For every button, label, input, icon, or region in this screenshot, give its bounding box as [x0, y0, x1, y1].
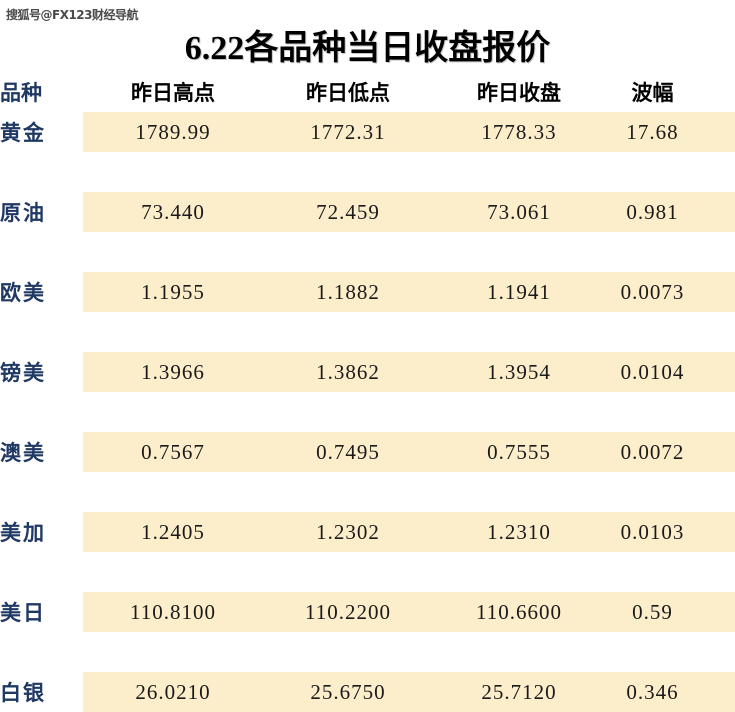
cell-row-band-pad — [700, 432, 735, 472]
cell-previous-low: 1.2302 — [263, 512, 433, 552]
cell-range: 0.0103 — [605, 512, 700, 552]
title-bar: 6.22各品种当日收盘报价 — [0, 20, 735, 69]
cell-previous-low: 25.6750 — [263, 672, 433, 712]
cell-range: 0.0072 — [605, 432, 700, 472]
cell-instrument-name: 白银 — [0, 672, 83, 712]
cell-previous-low: 110.2200 — [263, 592, 433, 632]
cell-previous-close: 1.1941 — [433, 272, 605, 312]
table-row: 美加 1.2405 1.2302 1.2310 0.0103 — [0, 512, 735, 552]
cell-row-band-pad — [700, 672, 735, 712]
row-spacer — [0, 552, 735, 592]
cell-previous-low: 0.7495 — [263, 432, 433, 472]
row-spacer-cell — [0, 632, 735, 672]
column-header-name: 品种 — [0, 81, 42, 105]
row-spacer — [0, 392, 735, 432]
cell-previous-close: 1778.33 — [433, 112, 605, 152]
cell-range: 0.346 — [605, 672, 700, 712]
page-title: 6.22各品种当日收盘报价 — [184, 30, 551, 67]
cell-instrument-name: 澳美 — [0, 432, 83, 472]
table-row: 黄金 1789.99 1772.31 1778.33 17.68 — [0, 112, 735, 152]
cell-row-band-pad — [700, 352, 735, 392]
cell-previous-high: 1789.99 — [83, 112, 263, 152]
cell-row-band-pad — [700, 112, 735, 152]
table-row: 澳美 0.7567 0.7495 0.7555 0.0072 — [0, 432, 735, 472]
cell-previous-close: 1.3954 — [433, 352, 605, 392]
cell-row-band-pad — [700, 512, 735, 552]
cell-previous-close: 110.6600 — [433, 592, 605, 632]
cell-row-band-pad — [700, 192, 735, 232]
cell-range: 0.0073 — [605, 272, 700, 312]
column-header-close: 昨日收盘 — [477, 81, 561, 105]
column-header-low: 昨日低点 — [306, 81, 390, 105]
row-spacer-cell — [0, 152, 735, 192]
cell-previous-high: 1.3966 — [83, 352, 263, 392]
table-row: 美日 110.8100 110.2200 110.6600 0.59 — [0, 592, 735, 632]
cell-previous-high: 1.2405 — [83, 512, 263, 552]
cell-previous-low: 1772.31 — [263, 112, 433, 152]
sohu-account-watermark: 搜狐号@FX123财经导航 — [6, 8, 139, 22]
column-header-pad — [700, 72, 735, 112]
table-body: 黄金 1789.99 1772.31 1778.33 17.68 原油 73.440 72.4… — [0, 112, 735, 712]
table-row: 镑美 1.3966 1.3862 1.3954 0.0104 — [0, 352, 735, 392]
cell-previous-low: 72.459 — [263, 192, 433, 232]
cell-instrument-name: 美加 — [0, 512, 83, 552]
row-spacer-cell — [0, 232, 735, 272]
table-header: 品种 昨日高点 昨日低点 昨日收盘 波幅 — [0, 72, 735, 112]
row-spacer-cell — [0, 392, 735, 432]
row-spacer-cell — [0, 312, 735, 352]
cell-previous-close: 73.061 — [433, 192, 605, 232]
cell-range: 17.68 — [605, 112, 700, 152]
column-header-range: 波幅 — [631, 81, 674, 105]
row-spacer-cell — [0, 472, 735, 512]
cell-previous-low: 1.3862 — [263, 352, 433, 392]
cell-previous-high: 110.8100 — [83, 592, 263, 632]
table-row: 白银 26.0210 25.6750 25.7120 0.346 — [0, 672, 735, 712]
cell-range: 0.59 — [605, 592, 700, 632]
closing-quotes-table: 品种 昨日高点 昨日低点 昨日收盘 波幅 黄金 1789.99 1772.31 177… — [0, 72, 735, 712]
cell-range: 0.981 — [605, 192, 700, 232]
cell-instrument-name: 黄金 — [0, 112, 83, 152]
table-row: 欧美 1.1955 1.1882 1.1941 0.0073 — [0, 272, 735, 312]
cell-instrument-name: 欧美 — [0, 272, 83, 312]
cell-range: 0.0104 — [605, 352, 700, 392]
cell-previous-high: 73.440 — [83, 192, 263, 232]
cell-instrument-name: 原油 — [0, 192, 83, 232]
cell-row-band-pad — [700, 592, 735, 632]
cell-previous-high: 0.7567 — [83, 432, 263, 472]
row-spacer — [0, 632, 735, 672]
row-spacer — [0, 152, 735, 192]
cell-previous-high: 26.0210 — [83, 672, 263, 712]
row-spacer-cell — [0, 552, 735, 592]
cell-previous-low: 1.1882 — [263, 272, 433, 312]
cell-previous-close: 25.7120 — [433, 672, 605, 712]
row-spacer — [0, 232, 735, 272]
cell-instrument-name: 镑美 — [0, 352, 83, 392]
cell-previous-close: 1.2310 — [433, 512, 605, 552]
cell-previous-high: 1.1955 — [83, 272, 263, 312]
header-row: 品种 昨日高点 昨日低点 昨日收盘 波幅 — [0, 72, 735, 112]
row-spacer — [0, 312, 735, 352]
column-header-high: 昨日高点 — [131, 81, 215, 105]
cell-instrument-name: 美日 — [0, 592, 83, 632]
cell-previous-close: 0.7555 — [433, 432, 605, 472]
table-row: 原油 73.440 72.459 73.061 0.981 — [0, 192, 735, 232]
cell-row-band-pad — [700, 272, 735, 312]
row-spacer — [0, 472, 735, 512]
